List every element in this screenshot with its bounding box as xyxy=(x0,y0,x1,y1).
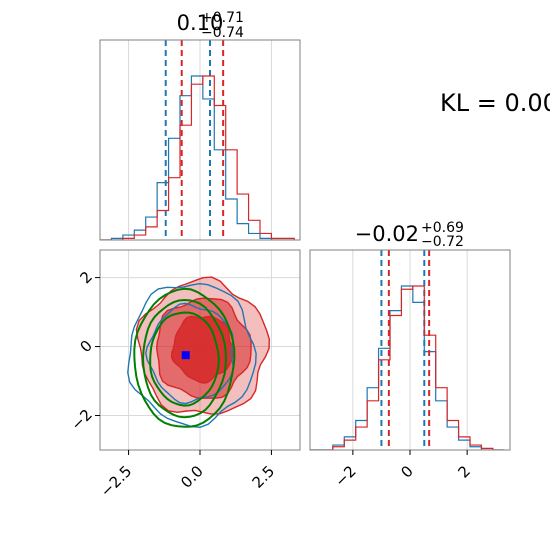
contour-level xyxy=(133,287,236,428)
grid-bottom-right xyxy=(352,250,468,450)
x-ticks-bottom-left: −2.5 0.0 2.5 xyxy=(97,450,278,501)
title-bottom-right-sub: −0.72 xyxy=(421,234,464,250)
title-bottom-right-value: −0.02 xyxy=(355,222,419,246)
x-tick-label: 2 xyxy=(454,462,473,481)
panel-top-left-histogram: 0.10 +0.71 −0.74 xyxy=(99,10,301,241)
histogram-series-0 xyxy=(310,285,505,450)
point-estimate-marker xyxy=(181,351,190,360)
histogram-series-0 xyxy=(100,75,295,240)
y-tick-label: −2 xyxy=(68,406,96,434)
title-top-left: 0.10 xyxy=(177,11,224,35)
histogram-series-1 xyxy=(310,285,505,450)
grid-top-left xyxy=(128,40,272,240)
x-tick-label: −2 xyxy=(331,462,359,490)
x-tick-label: 0 xyxy=(397,462,416,481)
panel-bottom-right-histogram: −0.02 +0.69 −0.72 −2 0 2 xyxy=(309,220,511,490)
histogram-series-1 xyxy=(100,75,295,240)
frame-top-left xyxy=(99,39,301,241)
x-tick-label: 2.5 xyxy=(249,462,279,492)
title-top-left-value: 0.10 xyxy=(177,11,224,35)
y-tick-label: 0 xyxy=(76,337,95,356)
title-top-left-sub: −0.74 xyxy=(201,25,244,41)
x-ticks-bottom-right: −2 0 2 xyxy=(331,450,474,490)
x-tick-label: 0.0 xyxy=(177,462,207,492)
y-tick-label: 2 xyxy=(76,268,95,287)
title-bottom-right-sup: +0.69 xyxy=(421,220,464,236)
contour-level xyxy=(127,282,257,429)
x-tick-label: −2.5 xyxy=(97,462,135,500)
contour-level xyxy=(145,302,234,405)
contour-level xyxy=(149,311,220,407)
y-ticks-bottom-left: −2 0 2 xyxy=(68,268,100,434)
kl-annotation: KL = 0.00 xyxy=(440,89,550,117)
title-top-left-sup: +0.71 xyxy=(201,10,244,26)
panel-bottom-left-contour: −2.5 0.0 2.5 −2 0 2 xyxy=(68,249,301,501)
contour-level xyxy=(141,298,227,419)
